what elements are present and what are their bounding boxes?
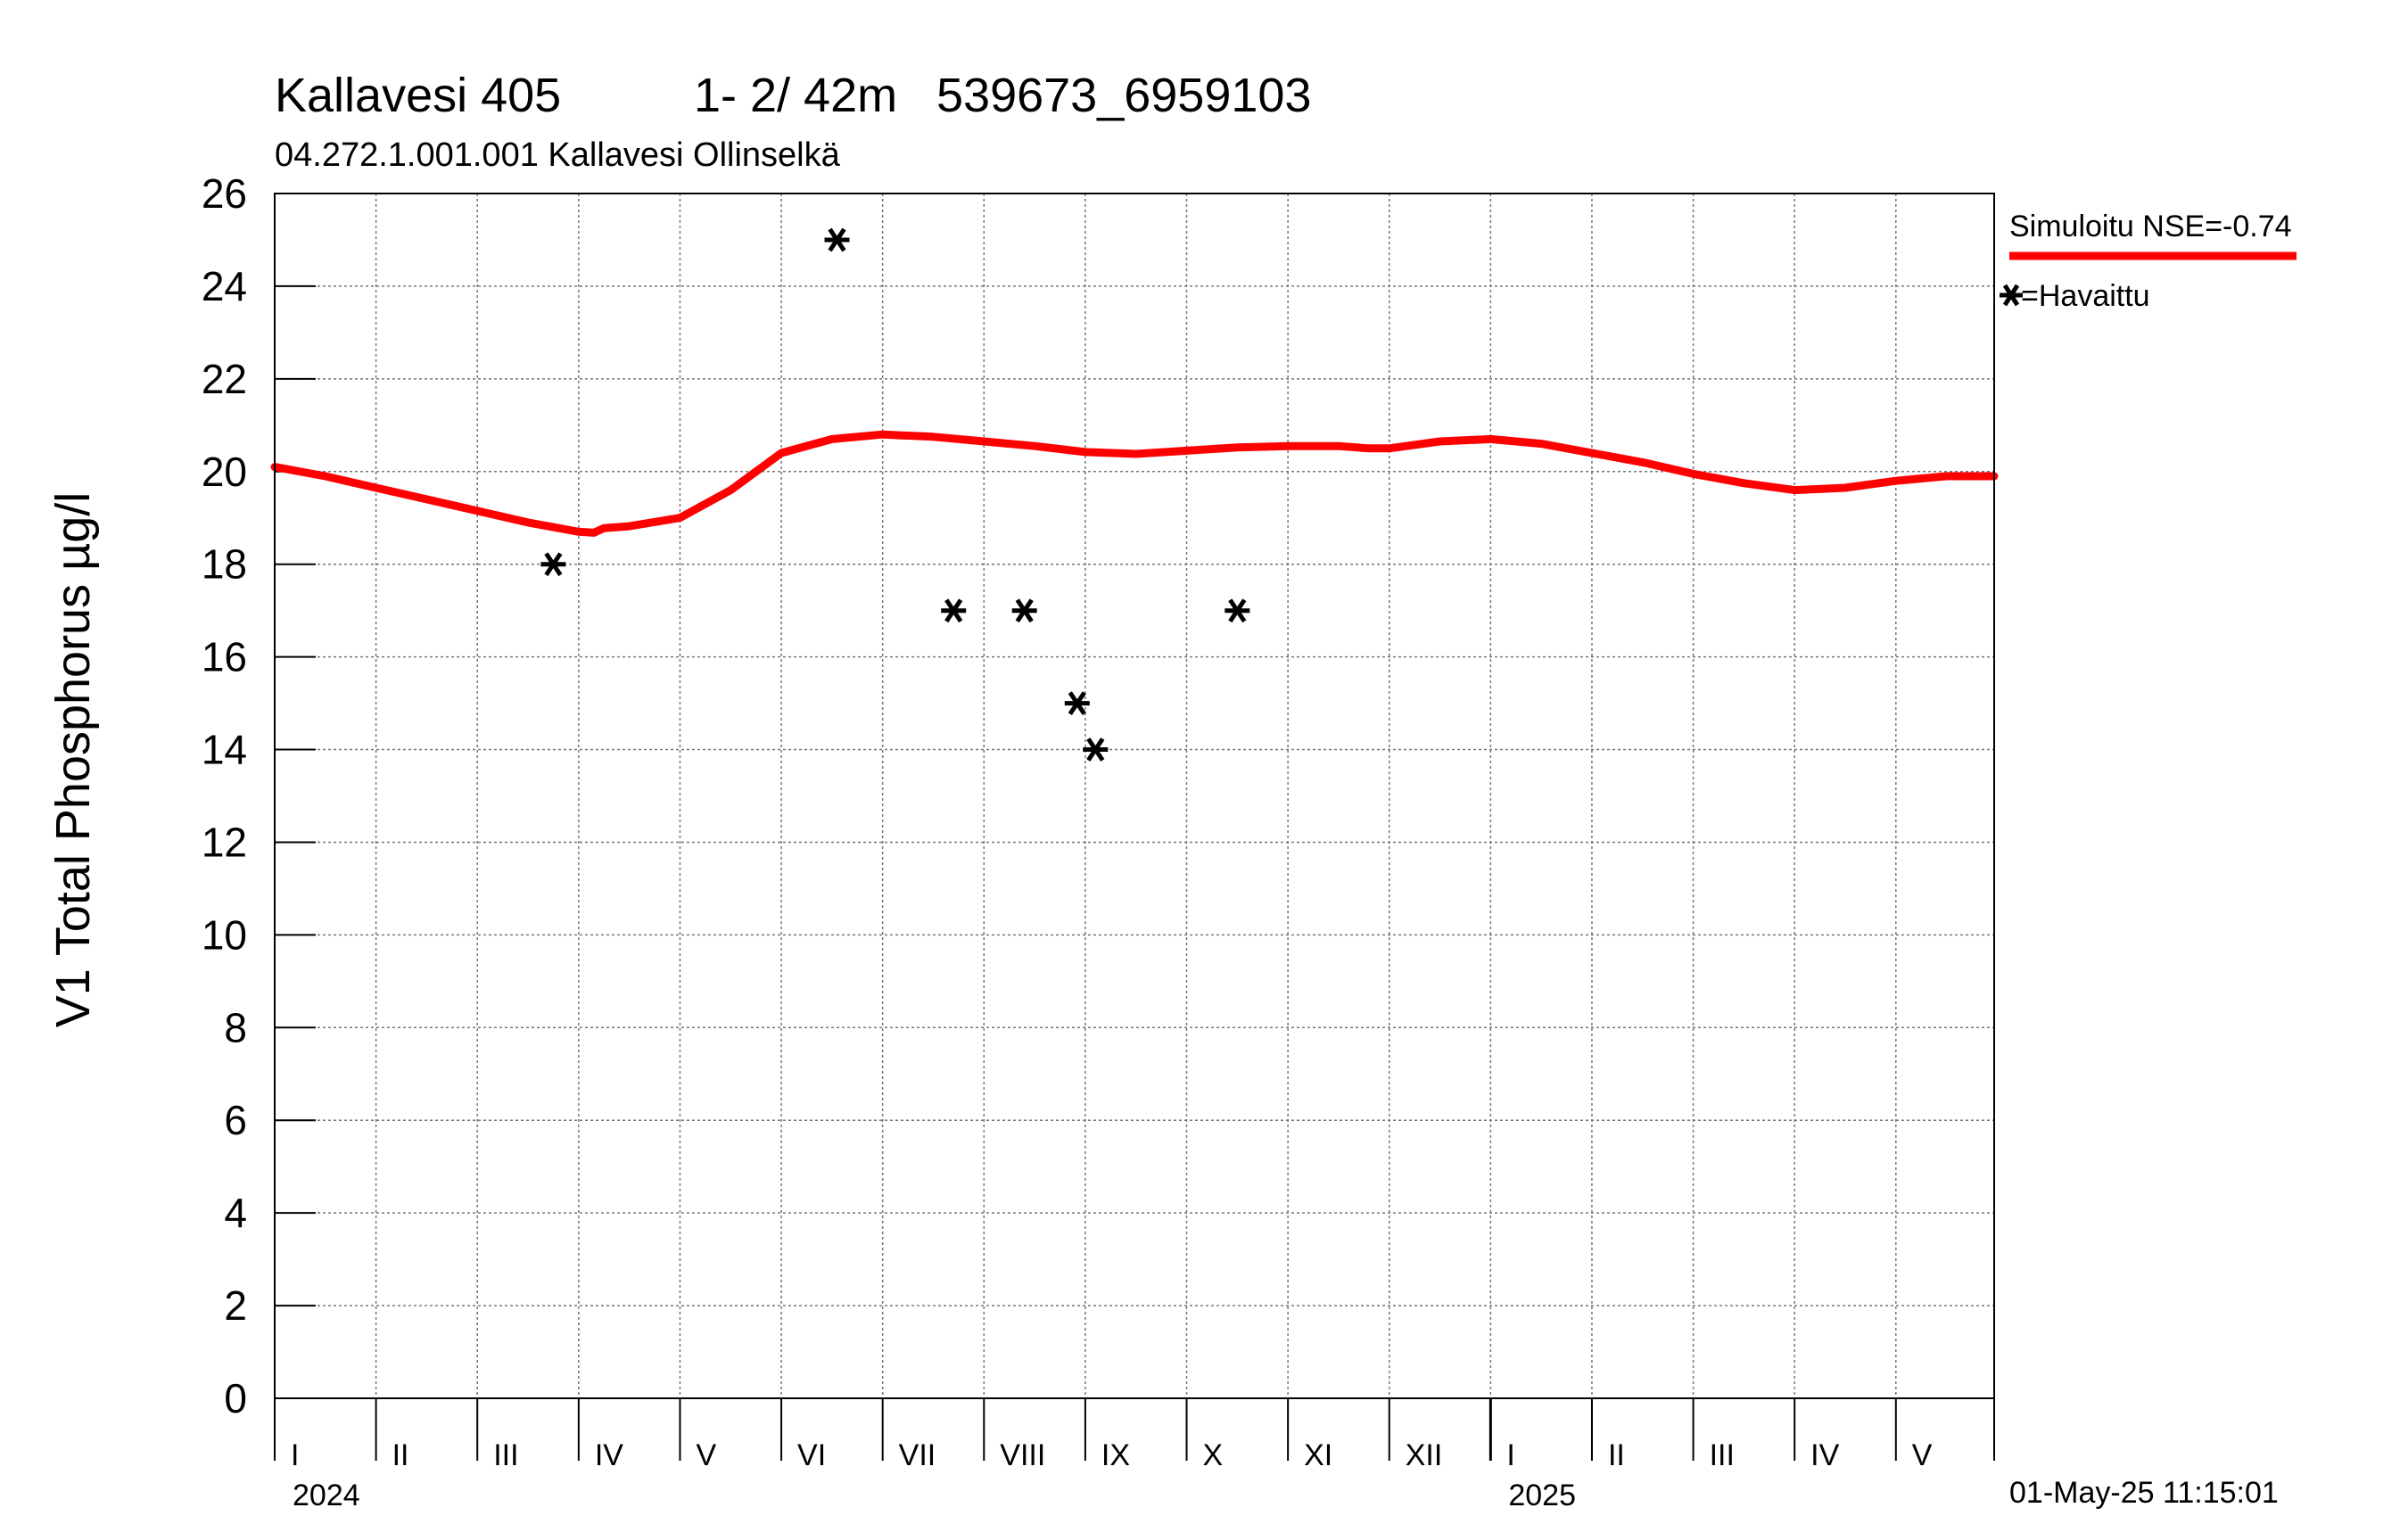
month-label: I [291,1438,299,1472]
y-tick-label: 26 [202,170,247,217]
month-label: IV [595,1438,623,1472]
month-label: III [1710,1438,1735,1472]
observed-point [824,227,850,252]
chart-title-station: Kallavesi 405 [275,69,561,122]
y-tick-label: 2 [224,1282,247,1329]
month-label: V [1912,1438,1933,1472]
chart-title-coords: 539673_6959103 [936,69,1311,122]
month-label: II [1608,1438,1625,1472]
observed-point [540,552,566,577]
month-label: VIII [1000,1438,1045,1472]
observed-point [1083,737,1109,762]
observed-point [1011,598,1037,623]
year-label: 2024 [293,1479,360,1512]
y-tick-label: 12 [202,819,247,865]
observed-point [1064,691,1090,715]
y-tick-label: 4 [224,1190,247,1236]
y-tick-label: 6 [224,1097,247,1143]
legend-asterisk-icon [2000,284,2023,307]
month-label: IV [1810,1438,1839,1472]
legend-simulated-label: Simuloitu NSE=-0.74 [2009,210,2292,243]
observed-point [941,598,967,623]
month-label: IX [1101,1438,1130,1472]
plot-frame [274,193,1995,1399]
legend-observed-label: =Havaittu [2021,279,2150,313]
y-tick-label: 20 [202,449,247,495]
y-tick-label: 8 [224,1004,247,1050]
y-tick-label: 0 [224,1375,247,1421]
month-label: XI [1304,1438,1332,1472]
y-axis-label: V1 Total Phosphorus µg/l [46,492,100,1028]
series-layer [270,227,1999,762]
month-label: VII [899,1438,936,1472]
month-label: X [1203,1438,1224,1472]
y-tick-label: 24 [202,263,247,309]
grid-lines [275,194,1994,1398]
y-tick-label: 18 [202,541,247,588]
month-label: III [493,1438,518,1472]
chart-subtitle: 04.272.1.001.001 Kallavesi Ollinselkä [275,136,841,174]
month-label: I [1506,1438,1514,1472]
legend: Simuloitu NSE=-0.74 =Havaittu [2000,210,2297,313]
month-label: XII [1406,1438,1443,1472]
observed-point [1225,598,1250,623]
simulated-line [270,430,1999,537]
y-tick-label: 16 [202,634,247,680]
year-label: 2025 [1508,1479,1576,1512]
month-label: V [696,1438,716,1472]
y-tick-label: 14 [202,727,247,773]
y-tick-label: 22 [202,356,247,402]
month-label: VI [797,1438,826,1472]
month-label: II [392,1438,409,1472]
chart-title-depth: 1- 2/ 42m [694,69,897,122]
timestamp: 01-May-25 11:15:01 [2009,1476,2279,1510]
y-tick-label: 10 [202,911,247,958]
